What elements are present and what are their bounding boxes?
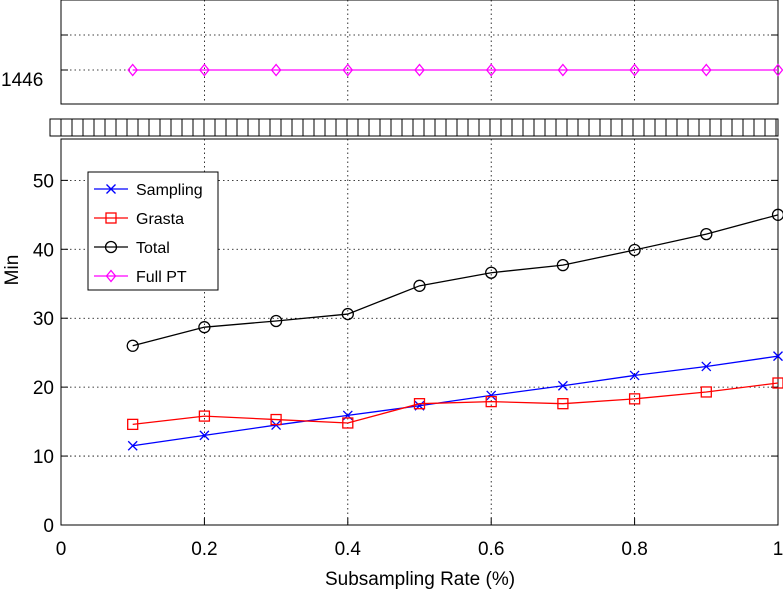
data-point: [414, 63, 425, 77]
legend-label: Grasta: [136, 211, 184, 228]
data-point: [127, 440, 138, 451]
data-point: [556, 258, 570, 272]
legend-marker: [105, 212, 117, 224]
data-point: [342, 417, 354, 429]
y-tick-label: 50: [33, 171, 54, 192]
upper-panel: [60, 0, 779, 105]
x-tick-label: 0.4: [335, 539, 362, 560]
data-point: [700, 386, 712, 398]
legend-item: Full PT: [94, 269, 187, 286]
data-point: [485, 63, 497, 77]
y-tick-label: 20: [33, 378, 54, 399]
data-point: [127, 418, 139, 431]
legend: Sampling Grasta Total Full PT: [87, 171, 219, 291]
legend-frame: [87, 171, 219, 291]
series-sampling: [127, 351, 783, 451]
data-point: [270, 63, 282, 77]
series-full-pt: [127, 63, 783, 77]
data-point: [198, 410, 211, 422]
data-point: [269, 314, 283, 328]
x-tick-label: 0.6: [478, 539, 504, 560]
x-tick-label: 0: [56, 539, 67, 560]
data-point: [413, 398, 426, 410]
series-line: [132, 382, 779, 426]
data-point: [773, 351, 783, 362]
y-tick-label: 40: [33, 240, 54, 261]
data-point: [557, 380, 568, 391]
break-band-frame: [49, 118, 779, 137]
data-point: [700, 227, 713, 241]
data-point: [701, 361, 712, 372]
y-tick-label: 0: [43, 516, 54, 537]
data-point: [629, 63, 640, 77]
data-point: [628, 243, 641, 257]
data-point: [413, 279, 426, 292]
data-point: [198, 321, 211, 334]
upper-panel-frame: [60, 0, 779, 105]
x-axis-label: Subsampling Rate (%): [325, 569, 515, 590]
legend-marker: [104, 240, 118, 254]
legend-item: Sampling: [94, 182, 203, 199]
legend-marker: [105, 269, 117, 283]
data-point: [557, 398, 569, 410]
data-point: [126, 339, 139, 352]
series-total: [126, 208, 783, 352]
series-line: [132, 214, 779, 347]
axis-break-band: [49, 118, 779, 137]
data-point: [628, 393, 641, 405]
data-point: [771, 208, 783, 221]
x-tick-label: 1: [773, 539, 783, 560]
y-tick-label: 10: [33, 447, 54, 468]
x-tick-label: 0.2: [191, 539, 217, 560]
legend-item: Grasta: [94, 211, 184, 228]
data-point: [342, 63, 354, 77]
data-point: [772, 377, 783, 389]
legend-item: Total: [94, 240, 170, 257]
data-point: [270, 413, 282, 426]
data-point: [341, 307, 354, 321]
legend-label: Sampling: [136, 182, 203, 199]
data-point: [700, 63, 712, 77]
lower-panel-frame: [60, 138, 779, 526]
data-point: [486, 390, 497, 401]
data-point: [199, 430, 210, 441]
legend-label: Full PT: [136, 269, 187, 286]
data-point: [629, 370, 640, 381]
data-point: [772, 63, 783, 77]
data-point: [199, 63, 210, 77]
legend-label: Total: [136, 240, 170, 257]
data-point: [557, 63, 569, 77]
series-line: [132, 355, 779, 447]
upper-tick-label: 1446: [1, 70, 43, 91]
series-layer: [126, 63, 783, 451]
data-point: [485, 395, 497, 408]
data-point: [485, 266, 498, 279]
y-tick-label: 30: [33, 309, 54, 330]
y-axis-label: Min: [2, 255, 23, 286]
x-tick-label: 0.8: [621, 539, 647, 560]
series-grasta: [127, 377, 783, 431]
legend-marker: [106, 184, 116, 194]
data-point: [127, 63, 139, 77]
